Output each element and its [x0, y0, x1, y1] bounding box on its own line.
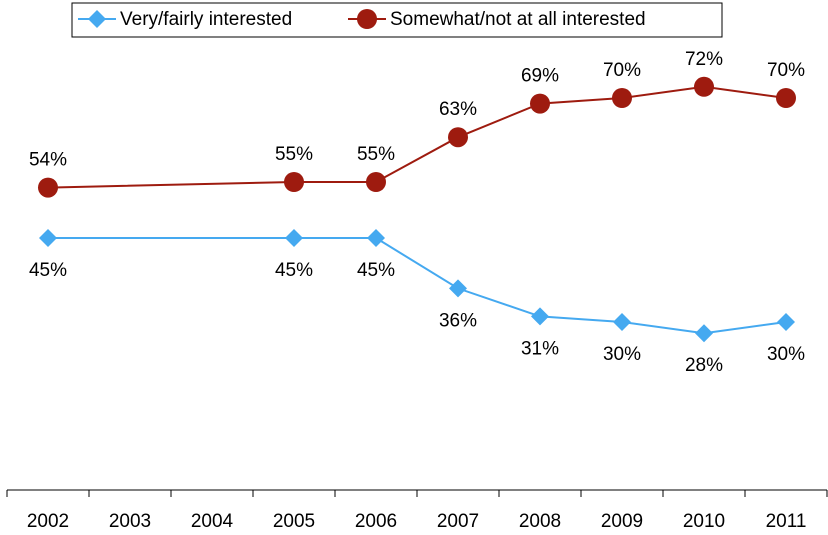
data-label: 70%: [767, 60, 805, 81]
series-line: [47, 85, 787, 189]
legend-box: [71, 2, 723, 38]
marker: [695, 324, 713, 343]
x-tick-label: 2007: [437, 511, 479, 532]
data-label: 36%: [439, 310, 477, 331]
marker: [284, 172, 304, 192]
marker: [613, 313, 631, 331]
data-label: 69%: [521, 66, 559, 87]
marker: [449, 279, 467, 298]
data-label: 45%: [357, 260, 395, 281]
legend-marker: [88, 10, 106, 28]
data-label: 70%: [603, 60, 641, 81]
data-label: 30%: [603, 344, 641, 365]
marker: [39, 229, 57, 247]
data-label: 63%: [439, 99, 477, 120]
marker: [285, 229, 303, 247]
marker: [530, 93, 550, 114]
legend-label: Somewhat/not at all interested: [390, 9, 646, 30]
data-label: 31%: [521, 338, 559, 359]
data-label: 55%: [357, 144, 395, 165]
data-label: 55%: [275, 144, 313, 165]
x-tick-label: 2010: [683, 511, 725, 532]
x-tick-label: 2009: [601, 511, 643, 532]
marker: [448, 127, 468, 148]
x-tick-label: 2002: [27, 511, 69, 532]
data-label: 28%: [685, 355, 723, 376]
data-label: 45%: [275, 260, 313, 281]
x-tick-label: 2008: [519, 511, 561, 532]
x-tick-label: 2006: [355, 511, 397, 532]
marker: [367, 229, 385, 247]
marker: [531, 307, 549, 326]
x-tick-label: 2003: [109, 511, 151, 532]
marker: [612, 88, 632, 108]
data-label: 30%: [767, 344, 805, 365]
data-label: 45%: [29, 260, 67, 281]
x-tick-label: 2005: [273, 511, 315, 532]
x-tick-label: 2011: [766, 511, 807, 532]
marker: [776, 88, 796, 108]
marker: [38, 177, 58, 198]
data-label: 54%: [29, 150, 67, 171]
series-line: [48, 237, 787, 335]
data-label: 72%: [685, 49, 723, 70]
legend-marker: [357, 9, 377, 29]
x-tick-label: 2004: [191, 511, 234, 532]
marker: [777, 313, 795, 331]
legend-label: Very/fairly interested: [120, 9, 292, 30]
marker: [694, 76, 714, 97]
marker: [366, 172, 386, 192]
